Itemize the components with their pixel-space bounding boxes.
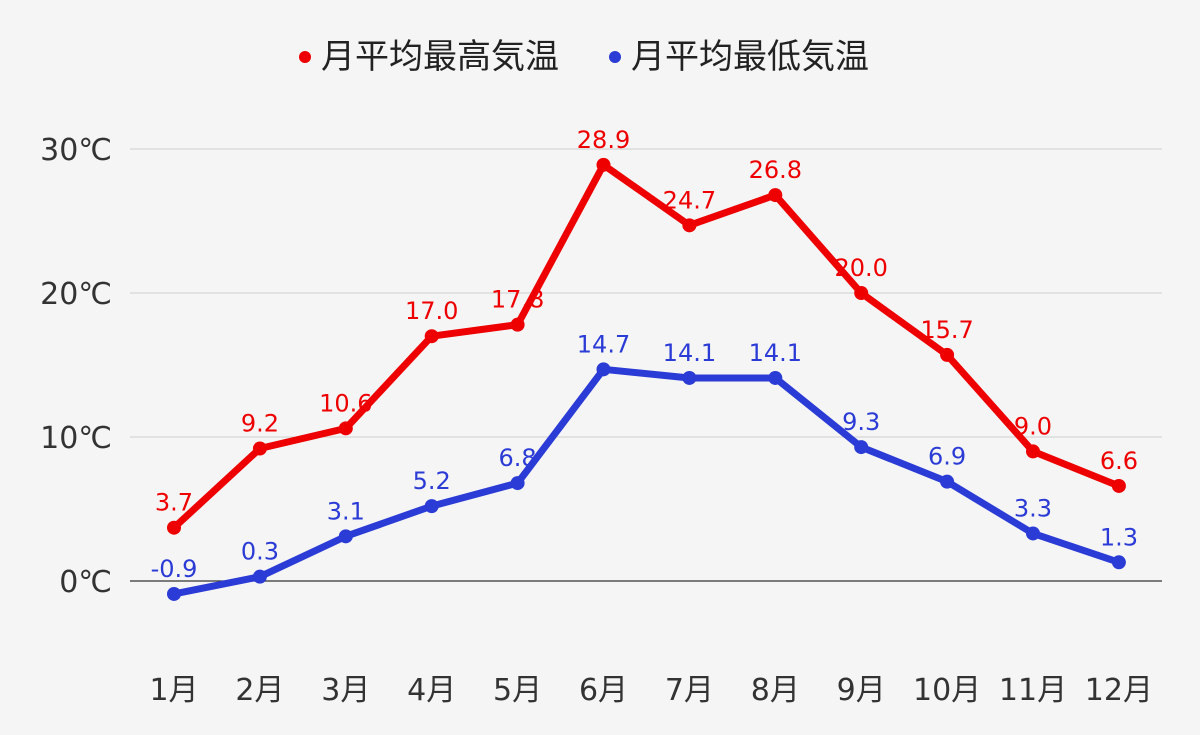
data-point bbox=[1026, 526, 1040, 541]
data-label: 14.1 bbox=[663, 339, 716, 367]
data-point bbox=[854, 440, 869, 455]
data-point bbox=[424, 329, 439, 344]
data-point bbox=[682, 218, 697, 233]
data-label: 28.9 bbox=[577, 126, 630, 154]
x-tick-label: 3月 bbox=[321, 673, 370, 708]
data-point bbox=[424, 499, 439, 514]
x-tick-label: 10月 bbox=[913, 673, 981, 708]
data-label: 9.2 bbox=[241, 410, 279, 438]
legend-label: 月平均最高気温 bbox=[321, 37, 559, 77]
x-axis: 1月 2月 3月 4月 5月 6月 7月 8月 9月 10月 11月 12月 bbox=[149, 673, 1153, 708]
legend: 月平均最高気温 月平均最低気温 bbox=[299, 37, 869, 77]
data-label: 24.7 bbox=[663, 186, 716, 214]
data-point bbox=[510, 476, 525, 491]
data-label: 6.8 bbox=[499, 444, 537, 472]
legend-marker bbox=[609, 51, 621, 63]
data-label: 6.6 bbox=[1100, 447, 1138, 475]
data-label: 0.3 bbox=[241, 538, 279, 566]
data-label: 9.0 bbox=[1014, 412, 1052, 440]
data-point bbox=[854, 286, 869, 300]
y-axis: 0℃ 10℃ 20℃ 30℃ bbox=[40, 133, 112, 600]
x-tick-label: 8月 bbox=[751, 673, 800, 708]
data-point bbox=[768, 370, 783, 385]
data-point bbox=[338, 421, 353, 436]
data-label: 3.1 bbox=[327, 497, 365, 525]
legend-label: 月平均最低気温 bbox=[631, 37, 869, 77]
data-point bbox=[1026, 444, 1040, 459]
data-label: 5.2 bbox=[413, 467, 451, 495]
x-tick-label: 1月 bbox=[149, 673, 198, 708]
series-group: 3.7 9.2 10.6 17.0 17.8 28.9 24.7 26.8 20.0 15.7 9.… bbox=[151, 126, 1138, 601]
data-point bbox=[596, 157, 611, 172]
data-point bbox=[167, 520, 181, 535]
data-label: 14.7 bbox=[577, 330, 630, 358]
x-tick-label: 4月 bbox=[407, 673, 456, 708]
data-label: 15.7 bbox=[920, 316, 973, 344]
x-tick-label: 5月 bbox=[493, 673, 542, 708]
x-tick-label: 11月 bbox=[999, 673, 1067, 708]
data-point bbox=[338, 529, 353, 544]
data-point bbox=[1111, 555, 1126, 570]
y-tick-label: 0℃ bbox=[59, 565, 112, 600]
data-label: -0.9 bbox=[151, 555, 198, 583]
data-label: 1.3 bbox=[1100, 523, 1138, 551]
data-label: 14.1 bbox=[749, 339, 802, 367]
data-label: 9.3 bbox=[842, 408, 880, 436]
data-point bbox=[940, 347, 955, 362]
x-tick-label: 6月 bbox=[579, 673, 628, 708]
data-label: 10.6 bbox=[319, 389, 372, 417]
data-label: 17.8 bbox=[491, 286, 544, 314]
x-tick-label: 2月 bbox=[235, 673, 284, 708]
x-tick-label: 12月 bbox=[1085, 673, 1153, 708]
series-line bbox=[170, 365, 1123, 598]
y-tick-label: 20℃ bbox=[40, 277, 112, 312]
series-line bbox=[170, 161, 1123, 532]
data-label: 20.0 bbox=[834, 254, 887, 282]
data-point bbox=[167, 586, 181, 601]
data-point bbox=[682, 370, 697, 385]
y-tick-label: 10℃ bbox=[40, 421, 112, 456]
data-point bbox=[1111, 478, 1126, 493]
data-label: 3.3 bbox=[1014, 494, 1052, 522]
data-point bbox=[252, 441, 267, 456]
data-point bbox=[768, 188, 783, 203]
data-label: 17.0 bbox=[405, 297, 458, 325]
x-tick-label: 9月 bbox=[837, 673, 886, 708]
data-point bbox=[596, 362, 611, 377]
legend-marker bbox=[299, 51, 311, 63]
data-point bbox=[940, 474, 955, 489]
data-label: 6.9 bbox=[928, 443, 966, 471]
data-label: 26.8 bbox=[749, 156, 802, 184]
data-label: 3.7 bbox=[155, 489, 193, 517]
data-point bbox=[510, 317, 525, 332]
data-point bbox=[252, 569, 267, 584]
y-tick-label: 30℃ bbox=[40, 133, 112, 168]
x-tick-label: 7月 bbox=[665, 673, 714, 708]
